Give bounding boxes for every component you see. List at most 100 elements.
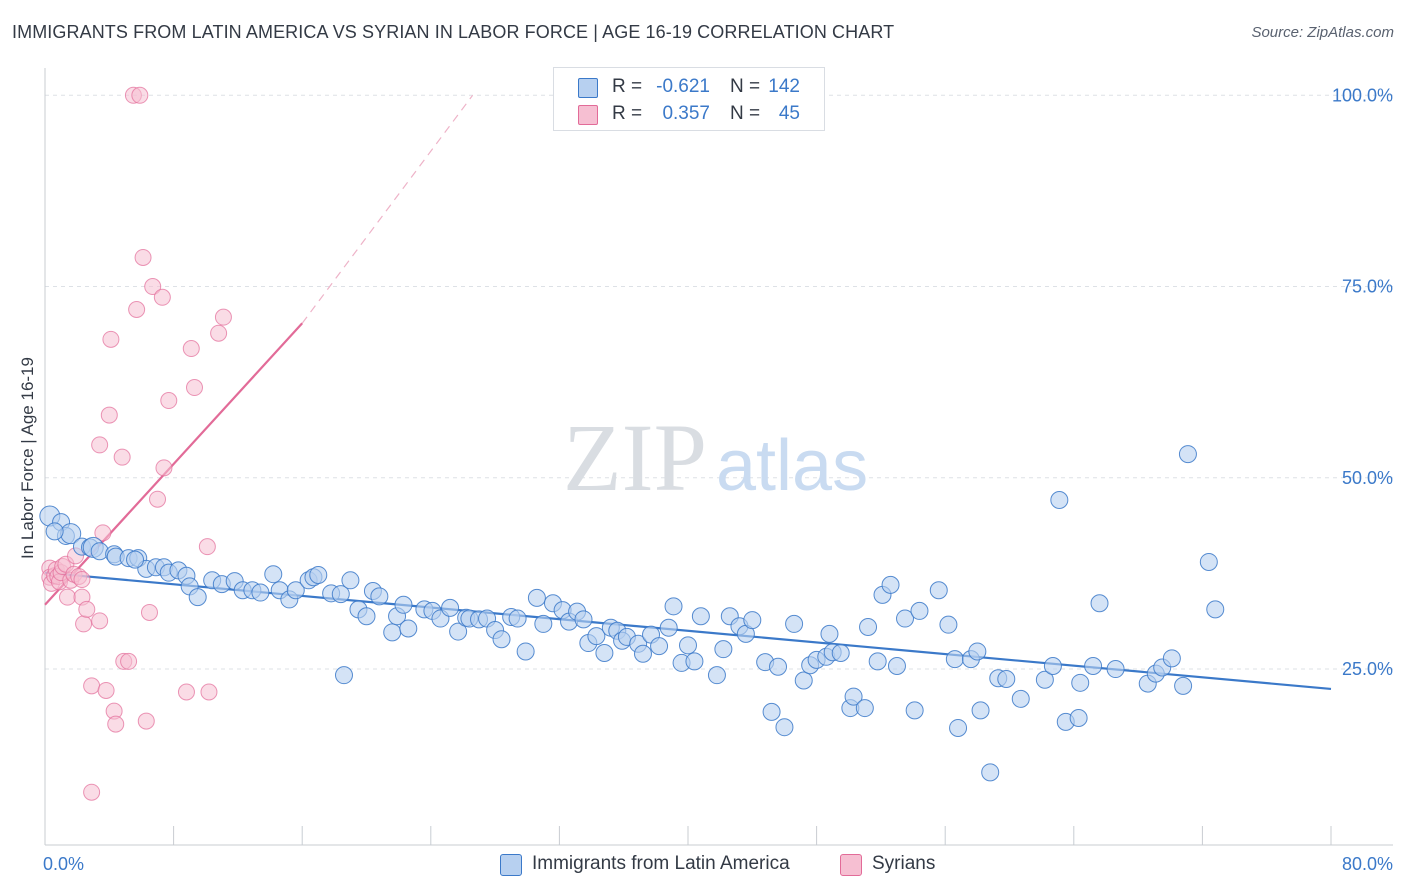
latin-america-point [997, 669, 1016, 688]
latin-america-point [492, 630, 511, 649]
latin-america-point [1071, 673, 1090, 692]
syrians-point [107, 715, 125, 733]
syrians-point [177, 683, 195, 701]
latin-america-point [309, 565, 328, 584]
watermark-zip: ZIP [563, 404, 707, 511]
y-tick-label: 25.0% [1342, 659, 1393, 679]
latin-america-point [45, 522, 64, 541]
syrians-point [134, 248, 152, 266]
latin-america-point [691, 607, 710, 626]
latin-america-point [971, 701, 990, 720]
latin-america-point [981, 763, 1000, 782]
syrians-point [185, 379, 203, 397]
latin-america-point [1178, 445, 1197, 464]
syrians-trend-solid [44, 322, 304, 606]
latin-america-point [1162, 649, 1181, 668]
latin-america-point [714, 640, 733, 659]
y-tick-label: 100.0% [1332, 85, 1393, 105]
syrians-point [94, 524, 112, 542]
latin-america-point [341, 571, 360, 590]
latin-america-point [968, 642, 987, 661]
latin-america-point [264, 565, 283, 584]
legend-swatch-blue [578, 78, 598, 98]
syrians-points [41, 86, 232, 801]
latin-america-point [949, 718, 968, 737]
latin-america-point [1106, 660, 1125, 679]
syrians-point [91, 436, 109, 454]
latin-america-point [820, 624, 839, 643]
latin-america-point [331, 585, 350, 604]
syrians-point [73, 571, 91, 589]
latin-america-point [844, 687, 863, 706]
syrians-point [210, 324, 228, 342]
latin-america-point [633, 644, 652, 663]
watermark-atlas: atlas [716, 426, 868, 506]
syrians-point [102, 330, 120, 348]
correlation-legend: R = -0.621 N = 142 R = 0.357 N = 45 [553, 67, 825, 131]
latin-america-point [887, 656, 906, 675]
latin-america-point [286, 581, 305, 600]
syrians-point [155, 459, 173, 477]
syrians-point [91, 612, 109, 630]
latin-america-point [685, 652, 704, 671]
latin-america-point [659, 618, 678, 637]
latin-america-point [1206, 600, 1225, 619]
syrians-point [128, 301, 146, 318]
syrians-point [131, 86, 149, 104]
latin-america-point [370, 587, 389, 606]
latin-america-point [1090, 594, 1109, 613]
latin-america-point [855, 699, 874, 718]
latin-america-point [831, 643, 850, 662]
syrians-point [149, 490, 167, 508]
latin-america-point [399, 619, 418, 638]
latin-america-point [881, 575, 900, 594]
syrians-point [120, 652, 138, 670]
latin-america-point [910, 601, 929, 620]
latin-america-point [896, 609, 915, 628]
latin-america-point [449, 622, 468, 641]
latin-america-point [707, 666, 726, 685]
x-tick-label: 80.0% [1342, 854, 1393, 874]
latin-america-point [394, 595, 413, 614]
legend-row-latin-america: R = -0.621 N = 142 [554, 74, 824, 100]
latin-america-point [1084, 656, 1103, 675]
latin-america-point [1035, 670, 1054, 689]
latin-america-point [769, 657, 788, 676]
n-value: 142 [768, 76, 800, 97]
latin-america-point [929, 581, 948, 600]
latin-america-point [383, 623, 402, 642]
syrians-point [214, 308, 232, 326]
syrians-point [83, 677, 101, 695]
latin-america-point [1043, 656, 1062, 675]
syrians-point [97, 681, 115, 699]
latin-america-point [939, 615, 958, 634]
n-label: N = [730, 103, 761, 124]
legend-swatch-pink [578, 105, 598, 125]
latin-america-points [39, 445, 1225, 782]
series-legend: Immigrants from Latin America Syrians [0, 852, 1406, 878]
latin-america-point [794, 671, 813, 690]
latin-america-point [1174, 676, 1193, 695]
latin-america-point [1011, 689, 1030, 708]
latin-america-point [334, 666, 353, 685]
latin-america-point [775, 718, 794, 737]
latin-america-point [126, 550, 145, 569]
latin-america-point [1050, 490, 1069, 509]
latin-america-point [516, 642, 535, 661]
syrians-point [160, 392, 178, 410]
r-label: R = [612, 103, 643, 124]
latin-america-point [1199, 552, 1218, 571]
r-value: 0.357 [662, 103, 710, 124]
syrians-point [198, 538, 216, 556]
syrians-point [113, 448, 131, 466]
latin-america-point [859, 617, 878, 636]
source-label: Source: ZipAtlas.com [1251, 24, 1394, 41]
syrians-trend-line [44, 94, 474, 606]
latin-america-point [945, 650, 964, 669]
syrians-point [182, 340, 200, 358]
latin-america-point [664, 597, 683, 616]
latin-america-point [574, 610, 593, 629]
syrians-point [140, 603, 158, 621]
syrians-point [83, 783, 101, 801]
latin-america-point [441, 598, 460, 617]
